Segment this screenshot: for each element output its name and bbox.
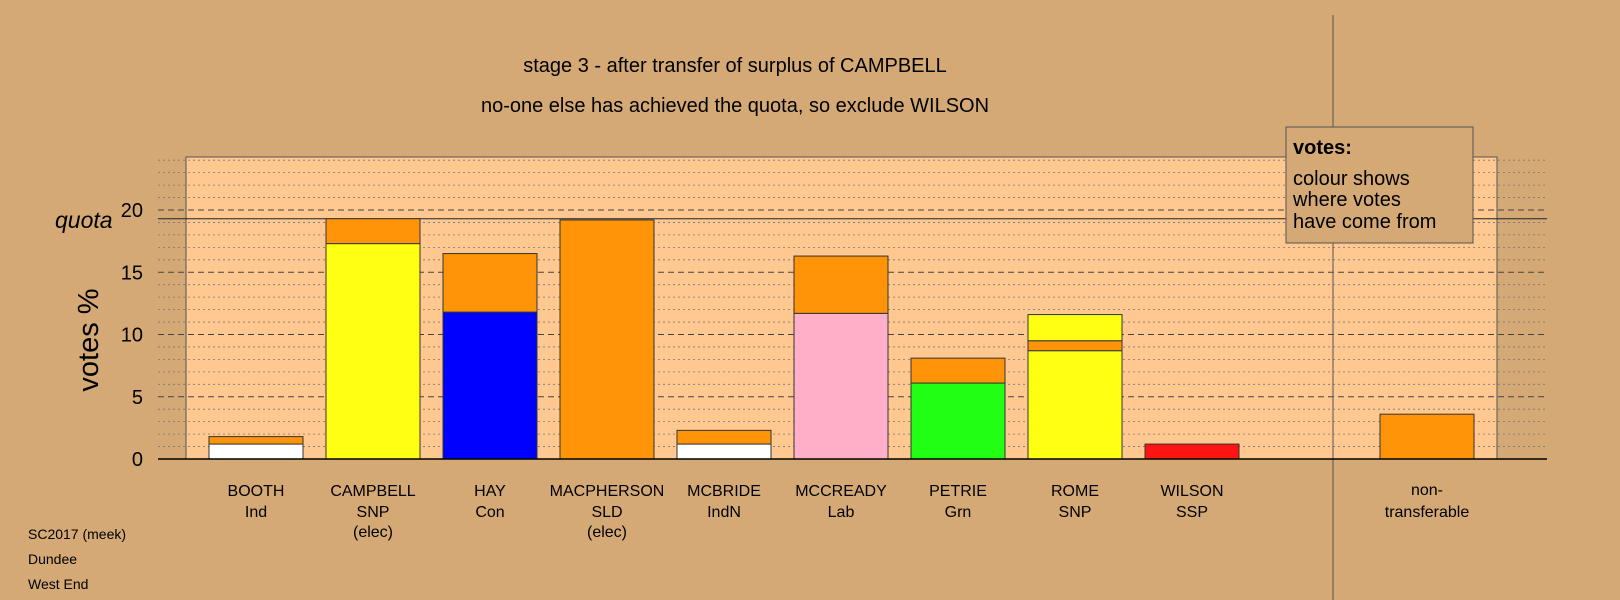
- legend: votes: colour shows where votes have com…: [1285, 126, 1474, 244]
- bar-segment: [910, 357, 1006, 384]
- footer-line-3: West End: [28, 576, 89, 592]
- candidate-name: MACPHERSON: [550, 483, 665, 500]
- candidate-status: (elec): [587, 524, 627, 541]
- candidate-party: IndN: [707, 504, 741, 521]
- candidate-party: SSP: [1176, 504, 1208, 521]
- bar-segment: [1027, 350, 1123, 460]
- x-labels: BOOTH Ind CAMPBELL SNP (elec) HAY Con MACPHERSO…: [228, 482, 1470, 541]
- bar-segment: [676, 429, 772, 445]
- candidate-name: BOOTH: [228, 483, 285, 500]
- y-tick-labels: 0 5 10 15 20: [121, 200, 143, 471]
- candidate-name: MCBRIDE: [687, 483, 761, 500]
- bar-segment: [442, 253, 538, 313]
- chart-title: stage 3 - after transfer of surplus of C…: [523, 55, 947, 77]
- bars: [208, 218, 1475, 460]
- bar-segment: [1144, 443, 1240, 460]
- candidate-name: CAMPBELL: [330, 483, 415, 500]
- candidate-party: Ind: [245, 504, 267, 521]
- candidate-party: SLD: [591, 504, 622, 521]
- candidate-party: SNP: [357, 504, 390, 521]
- candidate-party: Lab: [828, 504, 855, 521]
- candidate-name: WILSON: [1160, 483, 1223, 500]
- bar-segment: [208, 436, 304, 445]
- legend-line-2: where votes: [1292, 189, 1401, 211]
- candidate-name: HAY: [474, 483, 506, 500]
- bar-segment: [325, 243, 421, 460]
- nontransferable-label-1: non-: [1411, 482, 1443, 499]
- bar-segment: [559, 219, 655, 460]
- legend-line-3: have come from: [1293, 211, 1436, 233]
- bar-segment: [910, 382, 1006, 460]
- candidate-party: Con: [475, 504, 504, 521]
- candidate-party: SNP: [1059, 504, 1092, 521]
- y-tick-label: 20: [121, 200, 143, 222]
- y-tick-label: 0: [132, 449, 143, 471]
- legend-line-1: colour shows: [1293, 168, 1410, 190]
- chart-subtitle: no-one else has achieved the quota, so e…: [481, 95, 989, 117]
- bar-segment: [1027, 314, 1123, 342]
- candidate-name: ROME: [1051, 483, 1099, 500]
- quota-label: quota: [55, 207, 113, 233]
- y-axis-label: votes %: [73, 288, 105, 391]
- legend-box: [1285, 126, 1474, 244]
- y-tick-label: 10: [121, 325, 143, 347]
- bar-segment: [1027, 340, 1123, 352]
- candidate-name: MCCREADY: [795, 483, 887, 500]
- nontransferable-label-2: transferable: [1385, 504, 1470, 521]
- candidate-party: Grn: [945, 504, 972, 521]
- bar-segment: [793, 312, 889, 460]
- candidate-status: (elec): [353, 524, 393, 541]
- legend-title: votes:: [1293, 137, 1352, 159]
- bar-segment: [793, 255, 889, 314]
- candidate-name: PETRIE: [929, 483, 987, 500]
- bar-segment: [676, 443, 772, 460]
- y-tick-label: 5: [132, 387, 143, 409]
- nontransferable-bar: [1379, 413, 1475, 460]
- bar-segment: [208, 443, 304, 460]
- bar-segment: [325, 218, 421, 245]
- bar-segment: [442, 311, 538, 460]
- y-tick-label: 15: [121, 262, 143, 284]
- footer-line-1: SC2017 (meek): [28, 526, 127, 542]
- footer-line-2: Dundee: [28, 551, 78, 567]
